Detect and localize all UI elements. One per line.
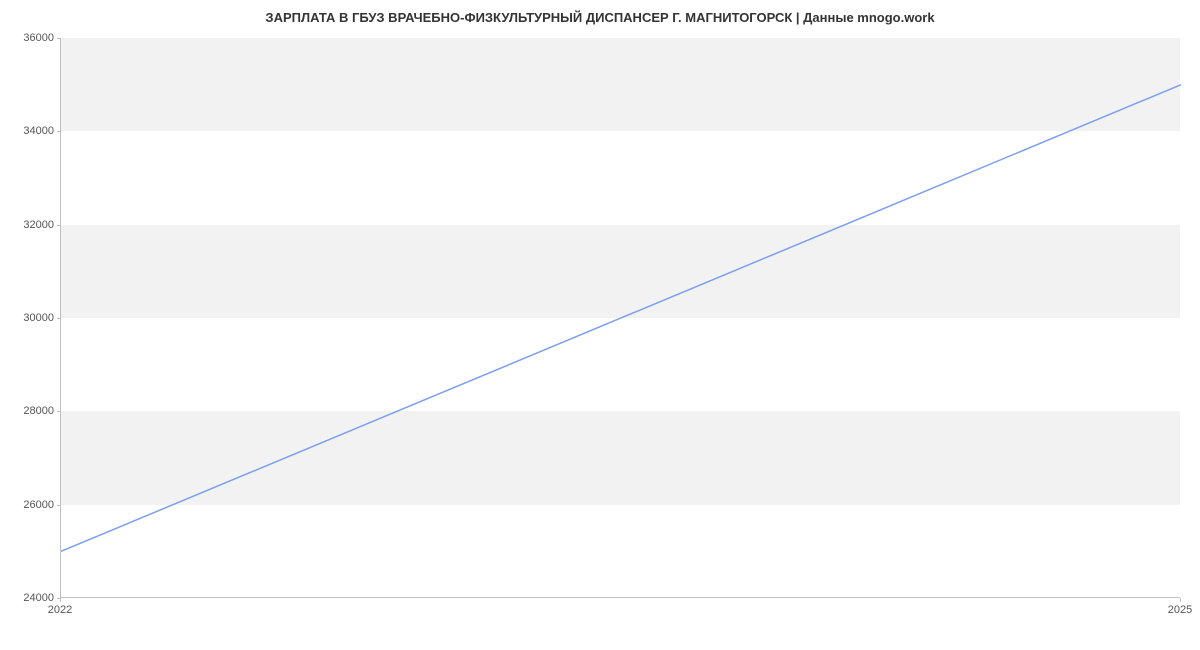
y-tick-label: 32000 xyxy=(4,219,54,231)
x-tick-mark xyxy=(60,598,61,602)
y-tick-mark xyxy=(57,225,61,226)
y-tick-label: 34000 xyxy=(4,125,54,137)
salary-line xyxy=(61,85,1181,552)
line-layer xyxy=(61,38,1181,598)
y-tick-label: 28000 xyxy=(4,405,54,417)
plot-area xyxy=(60,38,1180,598)
x-tick-label: 2025 xyxy=(1168,604,1192,616)
y-tick-mark xyxy=(57,411,61,412)
x-tick-mark xyxy=(1180,598,1181,602)
y-tick-label: 36000 xyxy=(4,32,54,44)
y-tick-mark xyxy=(57,131,61,132)
chart-title: ЗАРПЛАТА В ГБУЗ ВРАЧЕБНО-ФИЗКУЛЬТУРНЫЙ Д… xyxy=(0,0,1200,33)
x-tick-label: 2022 xyxy=(48,604,72,616)
y-tick-mark xyxy=(57,318,61,319)
y-tick-label: 24000 xyxy=(4,592,54,604)
y-tick-label: 26000 xyxy=(4,499,54,511)
y-tick-label: 30000 xyxy=(4,312,54,324)
y-tick-mark xyxy=(57,38,61,39)
chart-container: 2400026000280003000032000340003600020222… xyxy=(60,38,1180,618)
y-tick-mark xyxy=(57,505,61,506)
